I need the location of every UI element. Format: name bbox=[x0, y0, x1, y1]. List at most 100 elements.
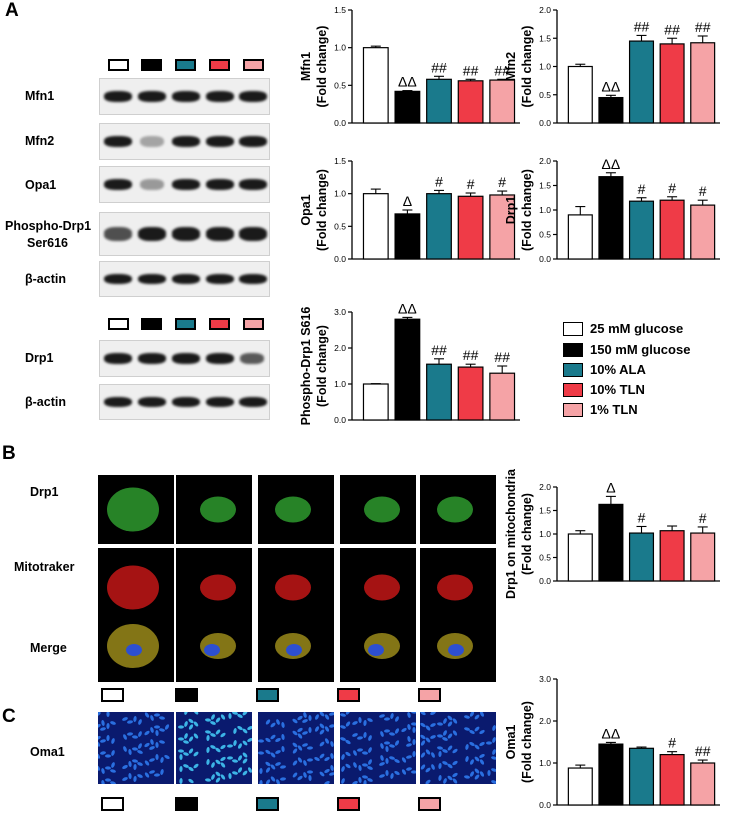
y-axis-label: Mfn1 bbox=[299, 52, 313, 81]
significance-mark: # bbox=[668, 735, 676, 751]
significance-mark: # bbox=[638, 509, 646, 525]
swatch-g150 bbox=[141, 59, 162, 71]
chart-mfn2: 0.0 0.5 1.0 1.5 2.0 Mfn2 (Fold change) ΔΔ ## ## ## bbox=[504, 5, 720, 128]
y-tick-label: 2.0 bbox=[539, 156, 551, 166]
micrograph-image bbox=[258, 610, 334, 682]
significance-mark: # bbox=[435, 173, 443, 189]
significance-mark: # bbox=[699, 183, 707, 199]
chart-drp1mito: 0.0 0.5 1.0 1.5 2.0 Drp1 on mitochondria (Fold… bbox=[504, 468, 720, 599]
micrograph-image bbox=[258, 475, 334, 544]
bar bbox=[598, 743, 624, 806]
bar bbox=[659, 753, 685, 806]
micrograph-image bbox=[176, 712, 252, 784]
bar bbox=[598, 96, 624, 124]
significance-mark: ΔΔ bbox=[602, 156, 621, 172]
significance-mark: ΔΔ bbox=[602, 78, 621, 94]
significance-mark: ## bbox=[634, 18, 650, 34]
bar bbox=[628, 40, 655, 124]
blot-label-mfn2: Mfn2 bbox=[25, 134, 55, 148]
blot-strip-mfn1 bbox=[99, 78, 270, 115]
micrograph-image bbox=[340, 475, 416, 544]
y-tick-label: 3.0 bbox=[334, 307, 346, 317]
bar bbox=[426, 193, 452, 260]
swatch-g150-c bbox=[175, 797, 198, 811]
swatch-tln1-m bbox=[418, 688, 441, 702]
bar bbox=[394, 213, 421, 260]
significance-mark: # bbox=[467, 176, 475, 192]
y-axis-label: Oma1 bbox=[504, 725, 518, 760]
micrograph-image bbox=[420, 712, 496, 784]
blot-strip-actin2 bbox=[99, 384, 270, 420]
bar bbox=[628, 200, 655, 260]
significance-mark: Δ bbox=[403, 193, 412, 209]
y-tick-label: 1.0 bbox=[539, 758, 551, 768]
blot-strip-drp1 bbox=[99, 340, 270, 377]
swatch-ala bbox=[175, 59, 196, 71]
y-tick-label: 1.5 bbox=[334, 156, 346, 166]
bar bbox=[457, 80, 484, 124]
y-axis-label: Phospho-Drp1 S616 bbox=[299, 307, 313, 426]
panel-letter-c: C bbox=[2, 706, 16, 727]
bar bbox=[659, 199, 685, 260]
swatch-tln10-m bbox=[337, 688, 360, 702]
chart-mfn1: 0.0 0.5 1.0 1.5 Mfn1 (Fold change) ΔΔ ## ## ## bbox=[299, 5, 520, 128]
bar bbox=[598, 503, 624, 582]
y-axis-label-unit: (Fold change) bbox=[520, 169, 534, 251]
swatch-g25-m bbox=[101, 688, 124, 702]
bar bbox=[567, 65, 593, 124]
y-tick-label: 2.0 bbox=[334, 343, 346, 353]
y-tick-label: 0.0 bbox=[334, 254, 346, 264]
swatch-g25-c bbox=[101, 797, 124, 811]
bar bbox=[426, 363, 452, 421]
swatch-g25 bbox=[108, 59, 129, 71]
y-tick-label: 2.0 bbox=[539, 5, 551, 15]
bar bbox=[567, 214, 593, 260]
bar bbox=[659, 530, 685, 582]
y-tick-label: 1.5 bbox=[334, 5, 346, 15]
bar bbox=[690, 204, 716, 260]
blot-label-pdrp1-line2: Ser616 bbox=[27, 236, 69, 250]
significance-mark: # bbox=[638, 181, 646, 197]
y-tick-label: 0.5 bbox=[539, 230, 551, 240]
micrograph-image bbox=[258, 712, 334, 784]
bar bbox=[659, 43, 685, 124]
y-tick-label: 0.0 bbox=[539, 800, 551, 810]
significance-mark: ## bbox=[463, 62, 479, 78]
micrograph-image bbox=[98, 712, 174, 784]
y-tick-label: 0.0 bbox=[539, 576, 551, 586]
y-tick-label: 1.0 bbox=[539, 205, 551, 215]
y-axis-label-unit: (Fold change) bbox=[315, 325, 329, 407]
y-tick-label: 2.0 bbox=[539, 716, 551, 726]
significance-mark: # bbox=[498, 174, 506, 190]
significance-mark: ΔΔ bbox=[398, 74, 417, 90]
chart-drp1: 0.0 0.5 1.0 1.5 2.0 Drp1 (Fold change) ΔΔ # # # bbox=[504, 156, 720, 264]
bar bbox=[628, 747, 655, 806]
y-tick-label: 1.5 bbox=[539, 33, 551, 43]
bar bbox=[362, 193, 389, 260]
bar bbox=[489, 372, 516, 421]
blot-label-mfn1: Mfn1 bbox=[25, 89, 55, 103]
bar bbox=[690, 762, 716, 806]
y-tick-label: 0.0 bbox=[334, 118, 346, 128]
y-tick-label: 0.0 bbox=[334, 415, 346, 425]
y-axis-label: Drp1 on mitochondria bbox=[504, 468, 518, 599]
y-axis-label-unit: (Fold change) bbox=[520, 701, 534, 783]
blot-strip-mfn2 bbox=[99, 123, 270, 160]
y-tick-label: 0.0 bbox=[539, 118, 551, 128]
swatch-ala-m bbox=[256, 688, 279, 702]
y-tick-label: 3.0 bbox=[539, 674, 551, 684]
micrograph-image bbox=[420, 610, 496, 682]
swatch-g25-b bbox=[108, 318, 129, 330]
bar bbox=[489, 194, 516, 260]
bar bbox=[362, 47, 389, 124]
y-tick-label: 1.5 bbox=[539, 181, 551, 191]
y-axis-label: Mfn2 bbox=[504, 52, 518, 81]
y-tick-label: 1.0 bbox=[539, 529, 551, 539]
y-axis-label-unit: (Fold change) bbox=[315, 169, 329, 251]
significance-mark: ## bbox=[431, 59, 447, 75]
micro-label-oma1: Oma1 bbox=[30, 745, 65, 759]
swatch-tln10-c bbox=[337, 797, 360, 811]
bar bbox=[567, 767, 593, 806]
swatch-tln10-b bbox=[209, 318, 230, 330]
